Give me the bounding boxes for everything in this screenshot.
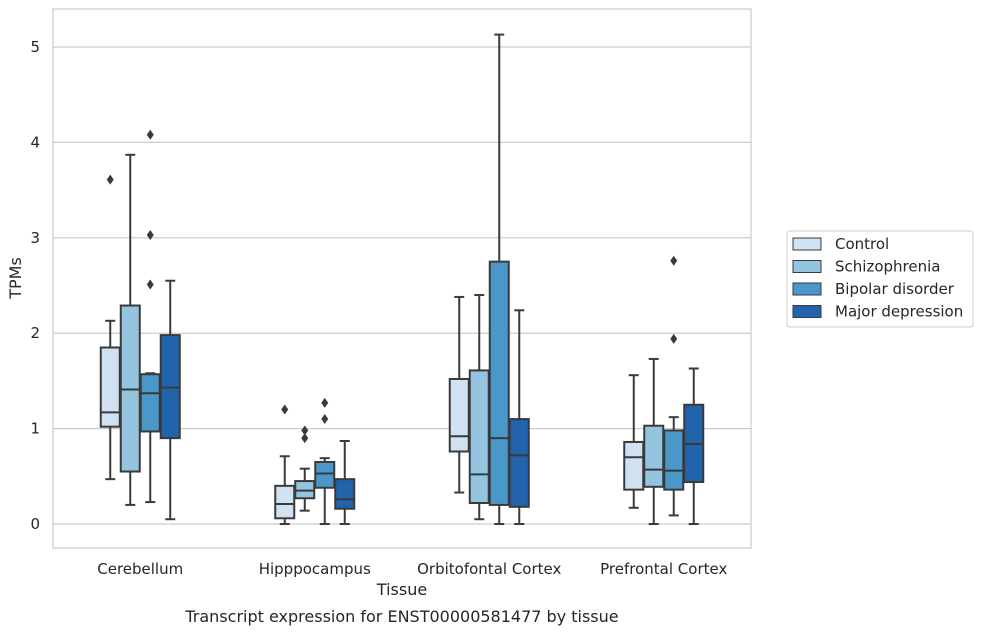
box-schizophrenia xyxy=(294,425,316,512)
x-tick-labels: Cerebellum Hipppocampus Orbitofontal Corte… xyxy=(97,560,727,578)
box-bipolar-disorder xyxy=(139,129,161,504)
box-bipolar-disorder xyxy=(488,33,510,525)
box-body xyxy=(663,429,685,491)
plot-frame xyxy=(52,8,752,549)
box-schizophrenia xyxy=(643,357,665,525)
y-tick-label: 4 xyxy=(30,133,40,151)
box-body xyxy=(99,346,121,428)
legend-label: Bipolar disorder xyxy=(835,280,955,298)
box-body xyxy=(468,369,490,505)
box-major-depression xyxy=(159,279,181,521)
box-layer xyxy=(99,33,705,525)
y-tick-label: 1 xyxy=(30,420,40,438)
outlier-point xyxy=(281,404,289,415)
outlier-point xyxy=(146,279,154,290)
box-major-depression xyxy=(683,367,705,525)
box-body xyxy=(488,260,510,506)
legend-swatch xyxy=(792,237,822,251)
outlier-point xyxy=(301,425,309,436)
outlier-point xyxy=(146,229,154,240)
box-bipolar-disorder xyxy=(663,255,685,517)
outlier-point xyxy=(106,174,114,185)
y-tick-label: 3 xyxy=(30,229,40,247)
box-body xyxy=(314,460,336,489)
box-control xyxy=(623,374,645,509)
y-tick-label: 5 xyxy=(30,38,40,56)
box-schizophrenia xyxy=(468,294,490,521)
outlier-point xyxy=(670,333,678,344)
box-major-depression xyxy=(508,309,530,525)
box-control xyxy=(99,174,121,481)
y-tick-label: 0 xyxy=(30,515,40,533)
outlier-point xyxy=(321,397,329,408)
box-body xyxy=(623,440,645,491)
box-body xyxy=(334,478,356,510)
x-tick-label: Prefrontal Cortex xyxy=(600,560,727,578)
x-axis-label: Tissue xyxy=(376,580,427,599)
chart-caption: Transcript expression for ENST0000058147… xyxy=(184,607,618,626)
outlier-point xyxy=(670,255,678,266)
box-body xyxy=(508,418,530,508)
box-bipolar-disorder xyxy=(314,397,336,525)
legend-label: Control xyxy=(835,235,889,253)
box-body xyxy=(139,373,161,433)
box-body xyxy=(274,484,296,520)
box-schizophrenia xyxy=(119,153,141,506)
box-control xyxy=(274,404,296,525)
y-tick-labels: 0 1 2 3 4 5 xyxy=(30,38,40,533)
x-tick-label: Hipppocampus xyxy=(259,560,371,578)
legend: Control Schizophrenia Bipolar disorder Majo… xyxy=(786,230,974,328)
outlier-point xyxy=(321,414,329,425)
y-axis-label: TPMs xyxy=(6,257,25,300)
box-control xyxy=(448,295,470,494)
x-tick-label: Orbitofontal Cortex xyxy=(417,560,561,578)
legend-swatch xyxy=(792,282,822,296)
box-body xyxy=(643,424,665,488)
box-body xyxy=(448,377,470,453)
y-tick-label: 2 xyxy=(30,324,40,342)
legend-swatch xyxy=(792,260,822,273)
x-tick-label: Cerebellum xyxy=(97,560,183,578)
legend-label: Major depression xyxy=(835,303,963,321)
legend-label: Schizophrenia xyxy=(835,258,940,276)
outlier-point xyxy=(301,433,309,444)
legend-swatch xyxy=(792,305,822,318)
legend-frame xyxy=(786,230,974,328)
box-major-depression xyxy=(334,440,356,525)
outlier-point xyxy=(146,129,154,140)
